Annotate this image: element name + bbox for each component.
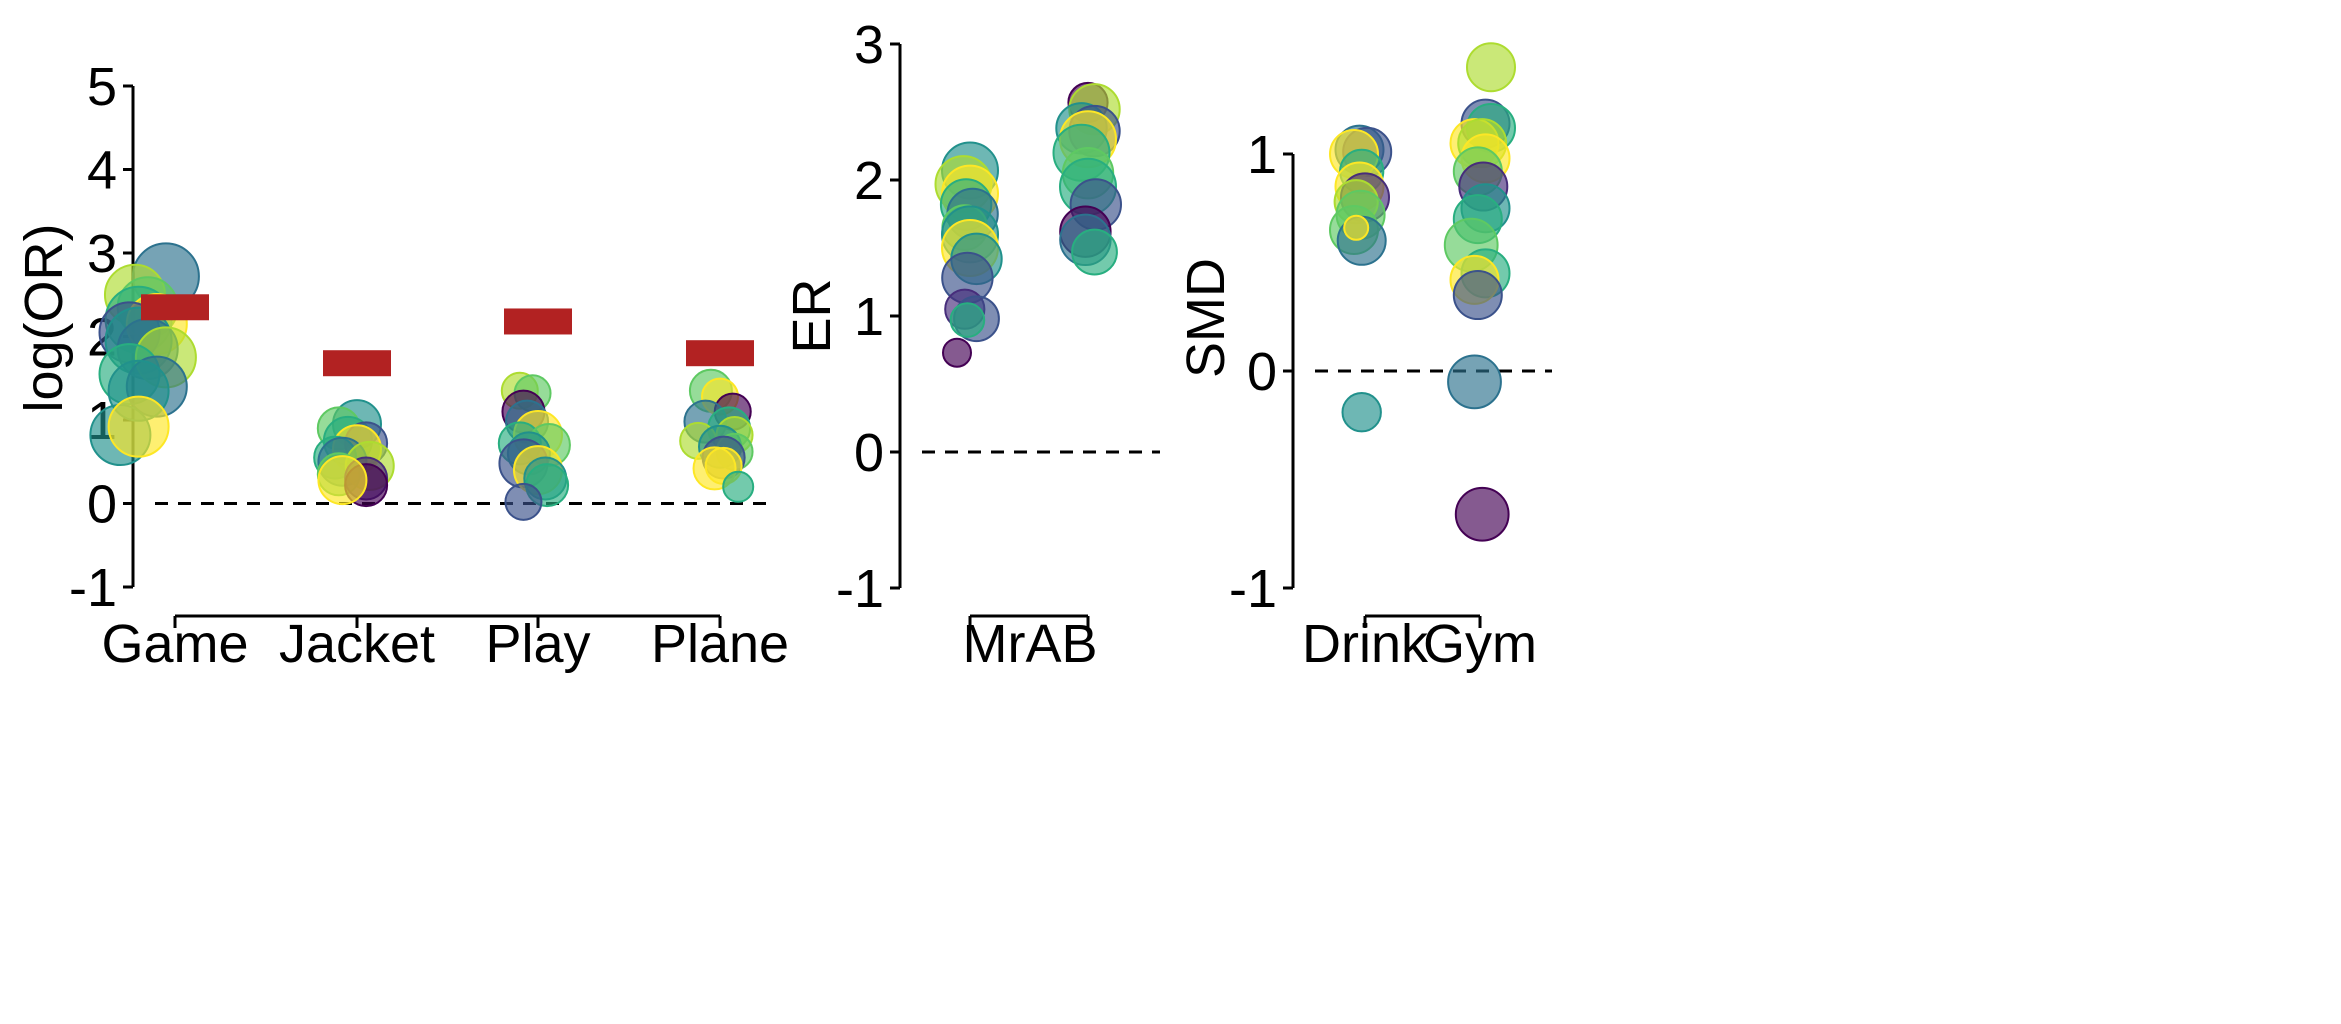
y-tick-label: 0: [87, 475, 117, 535]
reference-bar: [323, 350, 391, 377]
x-tick-label: Play: [485, 614, 590, 674]
y-tick-label: 1: [854, 287, 884, 347]
data-point: [722, 470, 755, 503]
data-point: [1466, 42, 1516, 93]
reference-bar: [686, 340, 754, 367]
y-tick-label: -1: [836, 559, 884, 619]
x-tick-label: MrAB: [963, 614, 1098, 674]
y-tick-label: -1: [69, 558, 117, 618]
x-tick-label: Drink: [1302, 614, 1429, 674]
data-point: [1447, 354, 1502, 410]
data-point: [1452, 270, 1503, 321]
y-tick-label: 5: [87, 57, 117, 117]
y-axis-label: ER: [782, 278, 842, 353]
y-tick-label: 2: [854, 151, 884, 211]
x-tick-label: Game: [101, 614, 248, 674]
data-point: [317, 455, 368, 506]
y-axis-label: log(OR): [14, 223, 74, 412]
data-point: [1071, 228, 1118, 276]
x-tick-label: Gym: [1423, 614, 1537, 674]
x-tick-label: Plane: [651, 614, 789, 674]
reference-bar: [504, 308, 572, 335]
y-tick-label: 4: [87, 141, 117, 201]
y-tick-label: -1: [1229, 559, 1277, 619]
data-point: [1454, 486, 1510, 542]
panel-er: 3 2 1 0 -1 ER MrAB: [782, 15, 1160, 674]
data-point: [504, 482, 543, 521]
y-tick-label: 3: [854, 15, 884, 75]
data-point: [107, 395, 170, 458]
data-point: [949, 302, 986, 338]
y-tick-label: 0: [854, 423, 884, 483]
data-point: [1343, 214, 1370, 241]
reference-bar: [141, 294, 209, 321]
data-point: [1341, 392, 1382, 433]
y-axis-label: SMD: [1176, 258, 1236, 378]
y-tick-label: 0: [1247, 342, 1277, 402]
y-tick-label: 1: [1247, 125, 1277, 185]
data-point: [942, 337, 972, 368]
x-tick-label: Jacket: [279, 614, 435, 674]
